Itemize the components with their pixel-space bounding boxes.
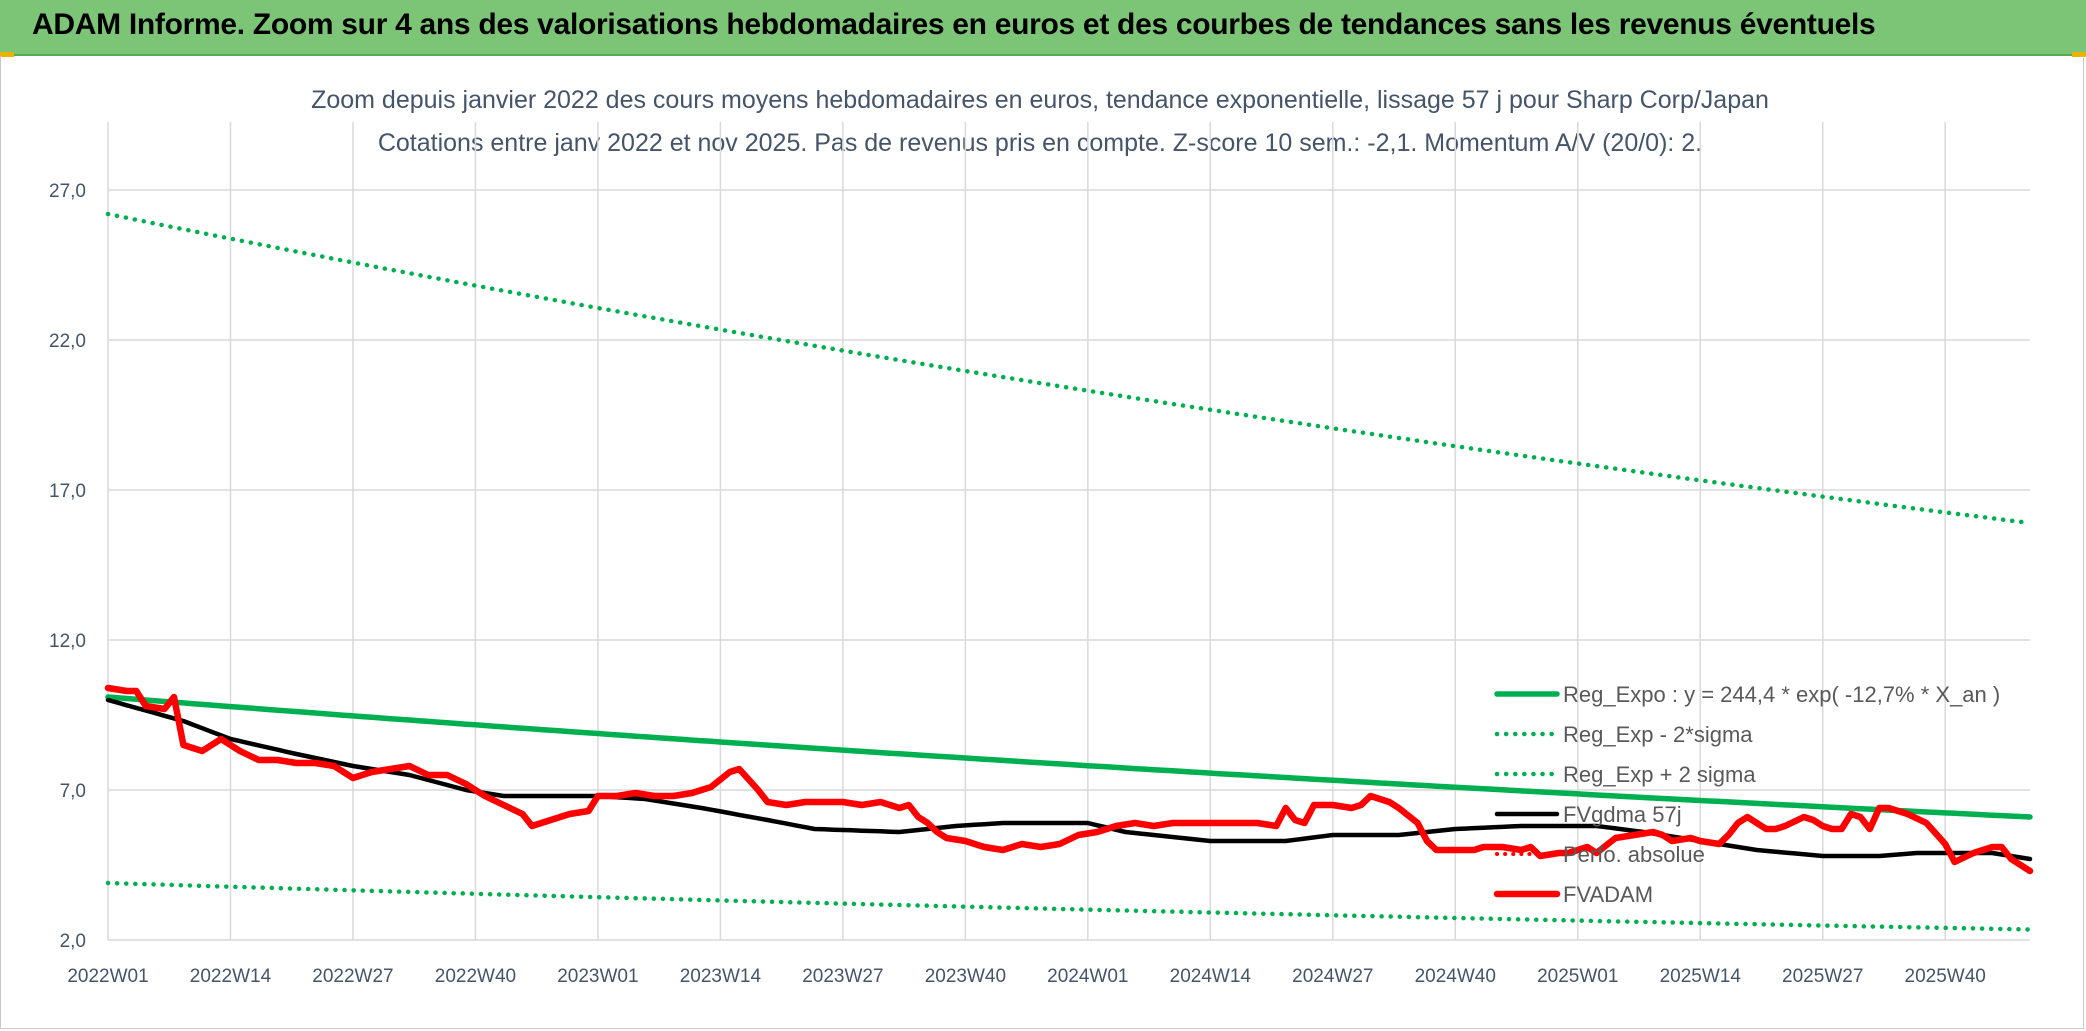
legend-label: Reg_Expo : y = 244,4 * exp( -12,7% * X_a… <box>1563 682 2000 707</box>
corner-marker-right <box>2072 52 2086 57</box>
chart-frame <box>0 56 2084 1029</box>
corner-marker-left <box>0 52 14 57</box>
x-tick-label: 2023W40 <box>925 966 1006 987</box>
x-tick-label: 2024W01 <box>1047 966 1128 987</box>
x-tick-label: 2024W14 <box>1170 966 1252 987</box>
legend: Reg_Expo : y = 244,4 * exp( -12,7% * X_a… <box>1493 682 2000 907</box>
series-line-reg-expo <box>105 694 2033 820</box>
x-tick-label: 2025W14 <box>1660 966 1742 987</box>
legend-label: FVgdma 57j <box>1563 802 1682 827</box>
x-axis-ticks: 2022W01 2022W14 2022W27 2022W40 2023W01 2023W… <box>67 966 1986 987</box>
y-tick-label: 12,0 <box>49 631 86 652</box>
series-line-reg-exp <box>105 880 2033 932</box>
y-tick-label: 2,0 <box>60 931 86 952</box>
legend-label: Reg_Exp + 2 sigma <box>1563 762 1756 787</box>
x-tick-label: 2023W27 <box>802 966 883 987</box>
series <box>104 211 2034 932</box>
x-tick-label: 2025W27 <box>1782 966 1863 987</box>
gridlines <box>107 122 2030 941</box>
y-axis-ticks: 2,0 7,0 12,0 17,0 22,0 27,0 <box>49 181 86 952</box>
legend-label: Reg_Exp - 2*sigma <box>1563 722 1753 747</box>
y-tick-label: 22,0 <box>49 331 86 352</box>
x-tick-label: 2023W01 <box>557 966 638 987</box>
y-tick-label: 17,0 <box>49 481 86 502</box>
x-tick-label: 2025W40 <box>1905 966 1986 987</box>
x-tick-label: 2022W27 <box>312 966 393 987</box>
chart-title-line-2: Cotations entre janv 2022 et nov 2025. P… <box>378 129 1702 157</box>
y-tick-label: 27,0 <box>49 181 86 202</box>
legend-label: FVADAM <box>1563 882 1653 907</box>
x-tick-label: 2025W01 <box>1537 966 1618 987</box>
x-tick-label: 2022W40 <box>435 966 516 987</box>
series-line-reg-exp <box>105 211 2033 526</box>
x-tick-label: 2022W01 <box>67 966 148 987</box>
banner-title: ADAM Informe. Zoom sur 4 ans des valoris… <box>32 8 1876 41</box>
banner: ADAM Informe. Zoom sur 4 ans des valoris… <box>0 0 2086 56</box>
x-tick-label: 2022W14 <box>190 966 272 987</box>
x-tick-label: 2024W27 <box>1292 966 1373 987</box>
x-tick-label: 2024W40 <box>1415 966 1496 987</box>
series-line-fvadam <box>104 684 2034 875</box>
x-tick-label: 2023W14 <box>680 966 762 987</box>
chart-title-line-1: Zoom depuis janvier 2022 des cours moyen… <box>311 86 1769 114</box>
legend-label: Perfo. absolue <box>1563 842 1705 867</box>
y-tick-label: 7,0 <box>60 781 86 802</box>
